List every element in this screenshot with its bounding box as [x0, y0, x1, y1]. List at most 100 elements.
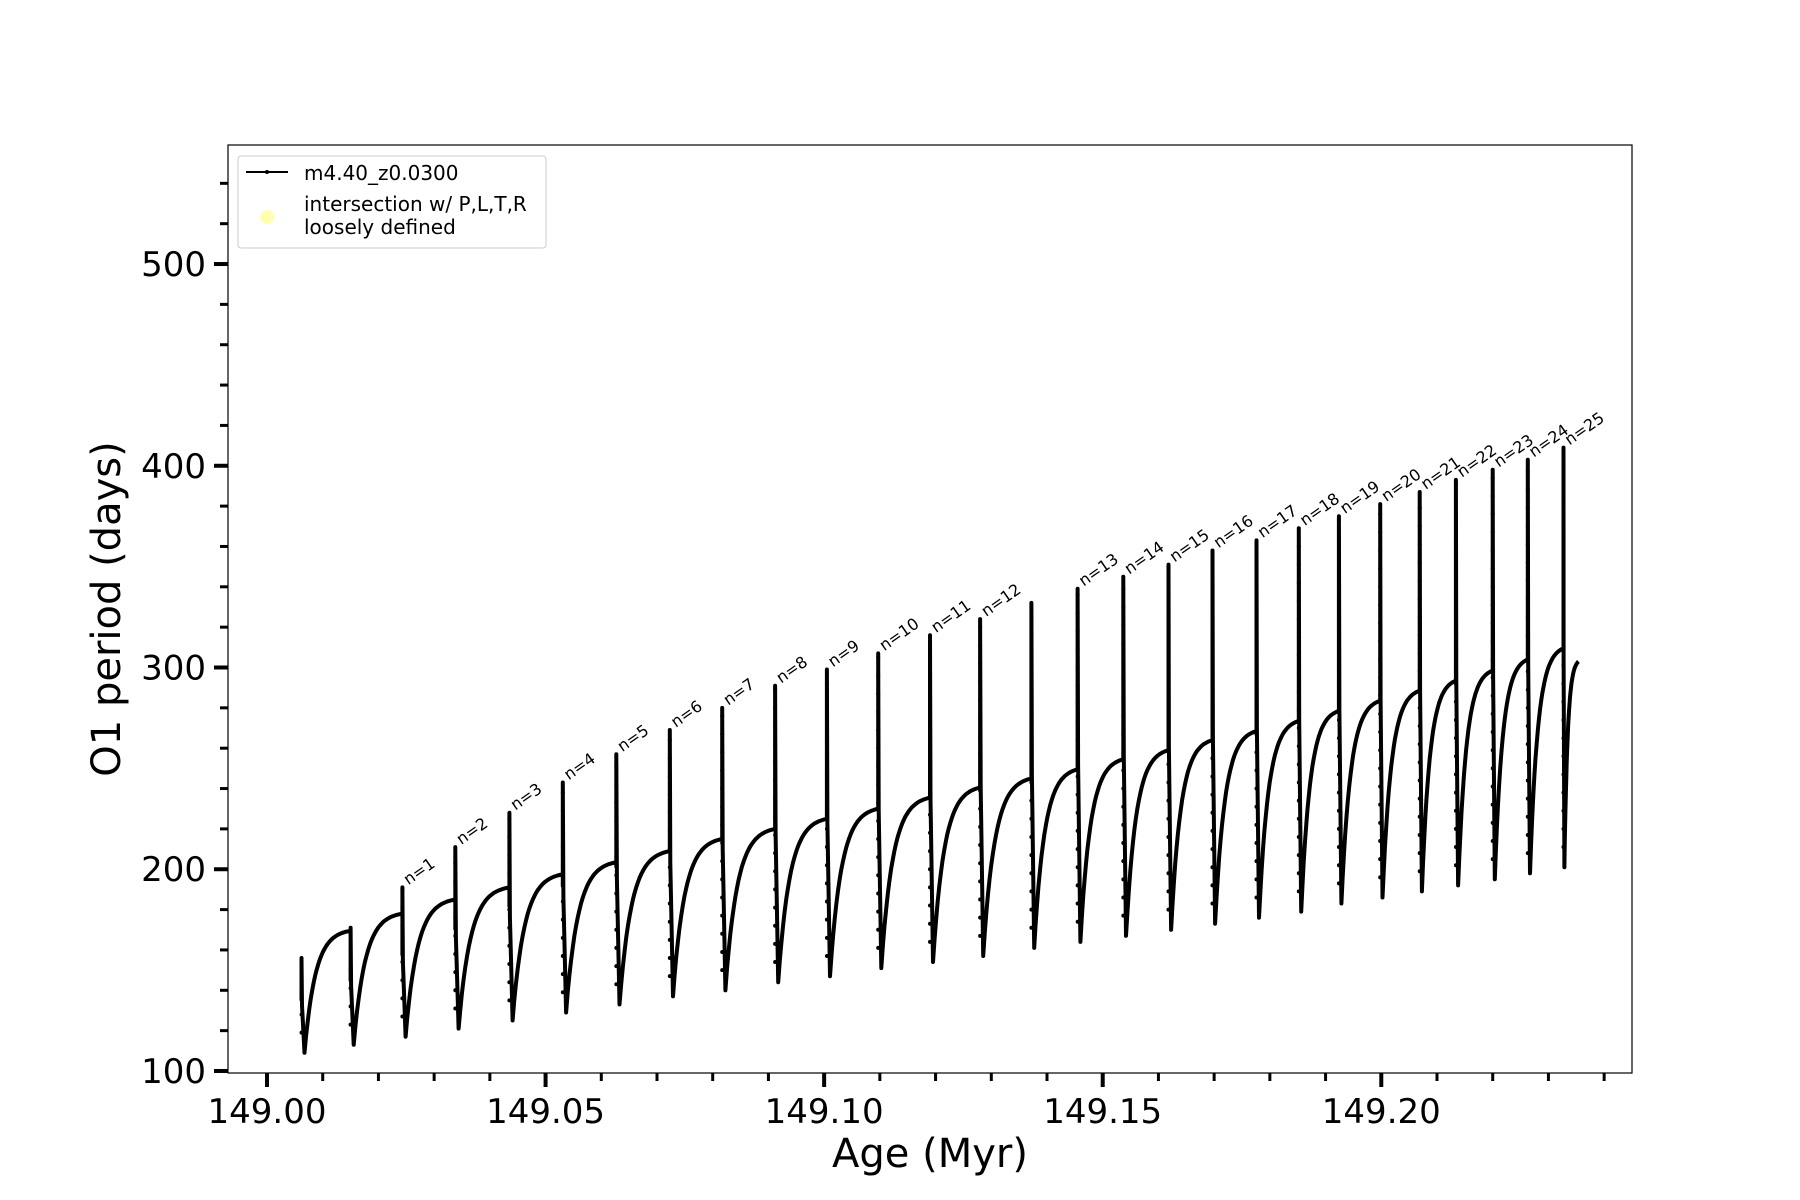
series-point	[1121, 895, 1126, 900]
y-tick-label: 100	[141, 1052, 206, 1092]
y-tick-label: 400	[141, 447, 206, 487]
series-point	[928, 885, 932, 890]
series-point	[1378, 657, 1383, 662]
series-point	[1417, 578, 1422, 583]
series-point	[978, 715, 983, 720]
series-point	[1490, 494, 1495, 499]
series-point	[1453, 681, 1458, 686]
series-point	[1525, 596, 1530, 601]
series-point	[876, 927, 881, 932]
series-point	[1525, 760, 1530, 765]
series-point	[1417, 669, 1422, 674]
series-point	[1417, 814, 1422, 819]
series-point	[1254, 586, 1259, 591]
series-point	[453, 915, 458, 920]
series-point	[1254, 677, 1259, 682]
series-point	[400, 960, 405, 965]
series-point	[876, 764, 881, 769]
series-point	[1029, 907, 1034, 912]
series-point	[507, 834, 512, 839]
series-point	[1029, 889, 1034, 894]
series-point	[507, 889, 512, 894]
series-point	[1166, 853, 1171, 858]
series-point	[560, 990, 565, 995]
series-point	[348, 931, 353, 936]
series-point	[614, 891, 619, 896]
series-point	[507, 871, 512, 876]
series-point	[773, 851, 778, 856]
series-point	[299, 958, 304, 963]
series-point	[1561, 481, 1566, 486]
series-point	[1417, 560, 1422, 565]
series-point	[1561, 572, 1566, 577]
series-point	[1210, 792, 1215, 797]
series-point	[978, 843, 983, 848]
series-point	[1453, 554, 1458, 559]
series-point	[1336, 699, 1341, 704]
series-point	[560, 899, 565, 904]
series-point	[1296, 889, 1301, 894]
series-point	[1490, 475, 1495, 480]
series-point	[1166, 871, 1171, 876]
series-point	[1561, 717, 1566, 722]
series-point	[928, 685, 932, 690]
series-point	[1561, 772, 1566, 777]
series-point	[1336, 572, 1341, 577]
series-point	[1490, 711, 1495, 716]
series-point	[1254, 695, 1259, 700]
series-point	[1561, 463, 1566, 468]
series-point	[720, 968, 725, 973]
series-point	[876, 818, 881, 823]
series-point	[1336, 808, 1341, 813]
series-point	[1296, 653, 1301, 658]
series-point	[1029, 762, 1034, 767]
series-point	[667, 937, 672, 942]
series-point	[1166, 707, 1171, 712]
series-point	[1378, 584, 1383, 589]
series-point	[1121, 786, 1126, 791]
series-point	[1378, 693, 1383, 698]
series-point	[824, 935, 829, 940]
series-point	[400, 923, 405, 928]
series-point	[1453, 717, 1458, 722]
series-point	[1166, 689, 1171, 694]
series-point	[1254, 841, 1259, 846]
series-point	[1121, 604, 1126, 609]
series-point	[1490, 693, 1495, 698]
series-point	[1525, 633, 1530, 638]
series-point	[1210, 629, 1215, 634]
series-point	[1417, 687, 1422, 692]
series-point	[1210, 756, 1215, 761]
series-point	[1525, 851, 1530, 856]
legend-box	[237, 155, 547, 249]
series-point	[1296, 762, 1301, 767]
series-point	[614, 855, 619, 860]
series-point	[1561, 808, 1566, 813]
series-point	[667, 901, 672, 906]
series-point	[1417, 524, 1422, 529]
series-point	[1121, 695, 1126, 700]
series-point	[1336, 609, 1341, 614]
series-point	[720, 841, 725, 846]
series-point	[1210, 611, 1215, 616]
series-point	[1417, 596, 1422, 601]
series-point	[824, 717, 829, 722]
series-point	[1378, 766, 1383, 771]
series-point	[1121, 859, 1126, 864]
series-point	[1417, 760, 1422, 765]
series-point	[1075, 828, 1080, 833]
series-point	[1525, 560, 1530, 565]
series-point	[1166, 580, 1171, 585]
series-point	[1490, 748, 1495, 753]
series-point	[1296, 580, 1301, 585]
series-point	[1166, 816, 1171, 821]
series-point	[1029, 653, 1034, 658]
series-point	[1417, 724, 1422, 729]
series-point	[1336, 863, 1341, 868]
series-point	[1453, 754, 1458, 759]
series-point	[928, 740, 932, 745]
series-point	[1296, 780, 1301, 785]
series-point	[1453, 790, 1458, 795]
y-axis-label: O1 period (days)	[84, 441, 130, 776]
series-point	[667, 774, 672, 779]
